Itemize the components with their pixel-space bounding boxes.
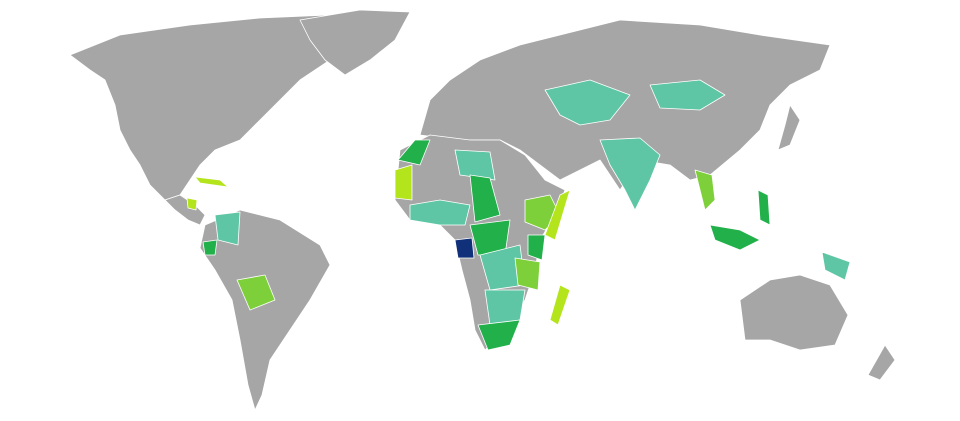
region-mongolia <box>649 79 726 111</box>
region-madagascar <box>549 284 571 326</box>
landmass-europe-asia <box>419 19 831 191</box>
region-ecuador <box>202 239 218 256</box>
landmass-greenland <box>299 9 411 76</box>
landmass-central-america <box>164 194 206 226</box>
region-colombia <box>214 211 241 246</box>
region-philippines <box>757 189 771 226</box>
region-indochina <box>694 169 716 211</box>
landmass-japan <box>777 104 801 151</box>
region-indonesia <box>709 224 761 251</box>
region-bolivia <box>236 274 276 311</box>
landmass-new-zealand <box>867 344 896 381</box>
region-central-asia <box>544 79 631 126</box>
region-morocco <box>397 139 431 166</box>
region-central-america-colored <box>186 197 198 211</box>
region-west-africa <box>409 199 471 226</box>
region-tanzania <box>514 257 541 291</box>
region-chad <box>469 174 501 223</box>
landmass-south-america <box>199 209 331 411</box>
region-mauritania <box>394 164 413 201</box>
region-libya <box>454 149 496 181</box>
region-south-africa <box>477 319 521 351</box>
landmass-australia <box>739 274 849 351</box>
region-png <box>821 251 851 281</box>
region-gabon <box>454 237 475 259</box>
region-south-asia <box>599 137 661 211</box>
region-kenya <box>527 234 546 261</box>
region-cuba <box>194 176 229 188</box>
region-somalia <box>544 189 571 241</box>
